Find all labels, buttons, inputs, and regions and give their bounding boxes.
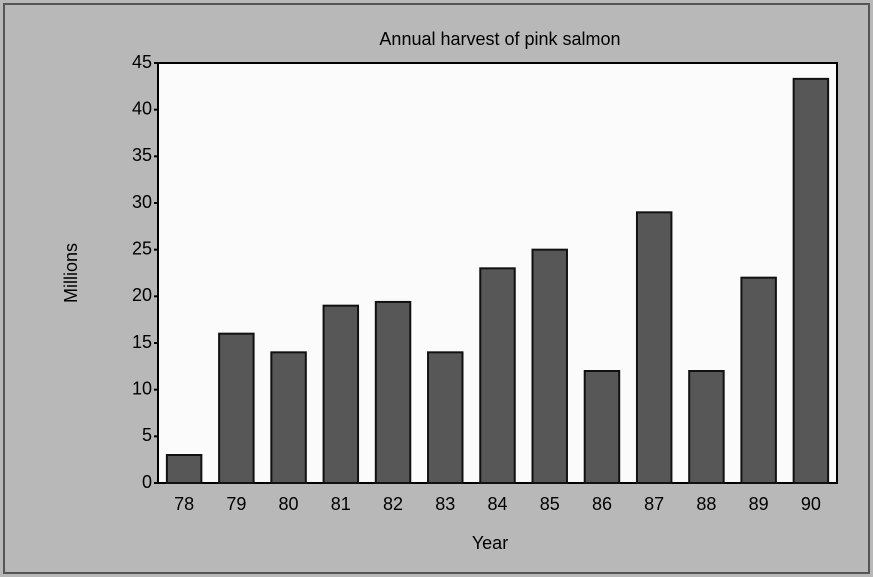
y-tick-label: 10 [132, 378, 152, 398]
frame [3, 3, 870, 574]
chart-title: Annual harvest of pink salmon [379, 29, 620, 49]
bar [583, 370, 621, 484]
bar [479, 267, 516, 485]
x-tick-label: 87 [644, 494, 664, 514]
y-tick-label: 15 [132, 332, 152, 352]
y-tick-label: 20 [132, 285, 152, 305]
x-tick-label: 81 [331, 494, 351, 514]
y-axis-label: Millions [61, 243, 81, 303]
bar [374, 300, 412, 484]
bar [322, 304, 360, 484]
y-tick-label: 40 [132, 98, 152, 118]
x-tick-label: 85 [540, 494, 560, 514]
bar [792, 77, 830, 484]
bar [688, 370, 725, 484]
x-tick-label: 86 [592, 494, 612, 514]
y-tick-label: 5 [142, 425, 152, 445]
y-tick-label: 30 [132, 192, 152, 212]
x-tick-label: 78 [174, 494, 194, 514]
x-tick-label: 83 [435, 494, 455, 514]
x-tick-label: 79 [226, 494, 246, 514]
bar [740, 276, 777, 484]
x-tick-label: 90 [801, 494, 821, 514]
bar [165, 454, 203, 484]
y-tick-label: 25 [132, 238, 152, 258]
y-tick-label: 35 [132, 145, 152, 165]
bar [531, 248, 568, 484]
x-tick-label: 89 [749, 494, 769, 514]
bar [635, 211, 673, 484]
y-tick-label: 0 [142, 472, 152, 492]
bar [218, 332, 255, 484]
x-tick-label: 88 [696, 494, 716, 514]
bar [427, 351, 464, 485]
x-tick-label: 80 [279, 494, 299, 514]
x-tick-label: 82 [383, 494, 403, 514]
x-tick-label: 84 [487, 494, 507, 514]
y-tick-label: 45 [132, 52, 152, 72]
bar [270, 351, 307, 485]
x-axis-label: Year [472, 533, 508, 553]
